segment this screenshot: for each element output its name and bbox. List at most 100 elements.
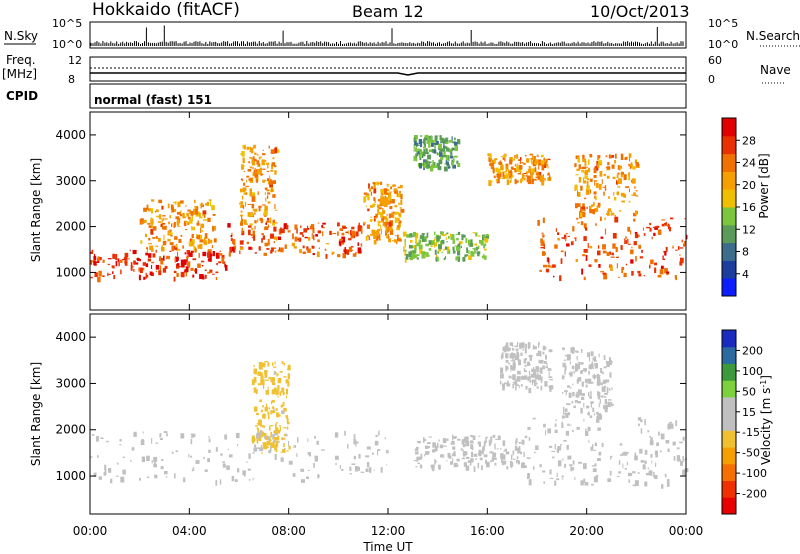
echo-cell: [368, 236, 371, 241]
echo-cell: [287, 230, 291, 233]
echo-cell: [638, 234, 640, 237]
echo-cell: [149, 273, 153, 275]
echo-cell: [590, 391, 592, 397]
echo-cell: [672, 246, 674, 249]
echo-cell: [606, 169, 609, 171]
echo-cell: [164, 218, 168, 220]
echo-cell: [509, 353, 513, 359]
echo-cell: [208, 449, 211, 453]
echo-cell: [511, 348, 515, 351]
echo-cell: [154, 461, 156, 464]
echo-cell: [543, 360, 546, 364]
echo-cell: [272, 410, 276, 413]
echo-cell: [637, 423, 640, 426]
echo-cell: [283, 376, 287, 378]
xtick-label: 00:00: [73, 524, 108, 538]
echo-cell: [453, 436, 457, 438]
echo-cell: [595, 363, 598, 369]
echo-cell: [502, 460, 507, 465]
echo-cell: [208, 249, 212, 252]
echo-cell: [512, 381, 515, 384]
echo-cell: [587, 352, 590, 358]
echo-cell: [436, 257, 439, 262]
echo-cell: [512, 384, 514, 389]
echo-cell: [272, 389, 275, 394]
echo-cell: [236, 444, 239, 447]
echo-cell: [342, 226, 346, 229]
echo-cell: [556, 472, 558, 477]
echo-cell: [590, 446, 593, 451]
echo-cell: [428, 164, 431, 169]
echo-cell: [270, 250, 273, 254]
echo-cell: [378, 221, 383, 223]
echo-cell: [502, 440, 506, 447]
echo-cell: [152, 226, 157, 231]
echo-cell: [382, 208, 384, 212]
echo-cell: [416, 446, 419, 449]
echo-cell: [184, 229, 188, 231]
echo-cell: [586, 180, 589, 187]
echo-cell: [301, 479, 305, 483]
echo-cell: [547, 428, 552, 434]
echo-cell: [216, 255, 220, 259]
echo-cell: [180, 433, 185, 439]
echo-cell: [533, 384, 537, 387]
echo-cell: [549, 477, 554, 479]
echo-cell: [337, 231, 339, 236]
echo-cell: [199, 203, 202, 206]
echo-cell: [307, 225, 309, 231]
echo-cell: [96, 436, 99, 442]
echo-cell: [555, 419, 557, 422]
echo-cell: [257, 371, 262, 376]
xtick-label: 04:00: [172, 524, 207, 538]
echo-cell: [507, 169, 510, 173]
echo-cell: [242, 188, 246, 192]
echo-cell: [669, 217, 674, 220]
echo-cell: [313, 234, 315, 241]
cpid-panel: CPID normal (fast) 151: [6, 83, 687, 109]
echo-cell: [412, 254, 416, 259]
echo-cell: [539, 269, 542, 272]
echo-cell: [180, 271, 185, 278]
echo-cell: [634, 186, 636, 189]
echo-cell: [351, 463, 356, 466]
echo-cell: [488, 439, 491, 445]
echo-cell: [456, 246, 461, 251]
echo-cell: [138, 274, 141, 281]
echo-cell: [394, 239, 398, 243]
echo-cell: [188, 241, 192, 247]
echo-cell: [580, 362, 582, 365]
echo-cell: [526, 475, 530, 480]
echo-cell: [413, 254, 418, 259]
echo-cell: [219, 250, 221, 253]
echo-cell: [654, 267, 657, 273]
echo-cell: [565, 354, 568, 357]
echo-cell: [345, 231, 349, 234]
echo-cell: [351, 226, 355, 230]
echo-cell: [452, 250, 456, 254]
echo-cell: [264, 226, 269, 230]
echo-cell: [599, 171, 603, 177]
echo-cell: [506, 179, 510, 186]
echo-cell: [546, 363, 548, 369]
echo-cell: [595, 223, 597, 226]
echo-cell: [633, 212, 637, 217]
echo-cell: [587, 167, 591, 173]
echo-cell: [162, 267, 167, 273]
echo-cell: [208, 239, 211, 244]
echo-cell: [444, 139, 449, 144]
echo-cell: [365, 455, 370, 458]
echo-cell: [203, 456, 205, 459]
echo-cell: [231, 246, 235, 252]
echo-cell: [442, 438, 447, 444]
echo-cell: [585, 166, 588, 168]
echo-cell: [339, 465, 341, 469]
echo-cell: [389, 214, 393, 217]
echo-cell: [482, 446, 485, 452]
echo-cell: [229, 246, 232, 253]
echo-cell: [436, 239, 440, 243]
echo-cell: [532, 164, 537, 167]
echo-cell: [493, 175, 496, 179]
echo-cell: [448, 166, 451, 169]
echo-cell: [324, 248, 327, 251]
